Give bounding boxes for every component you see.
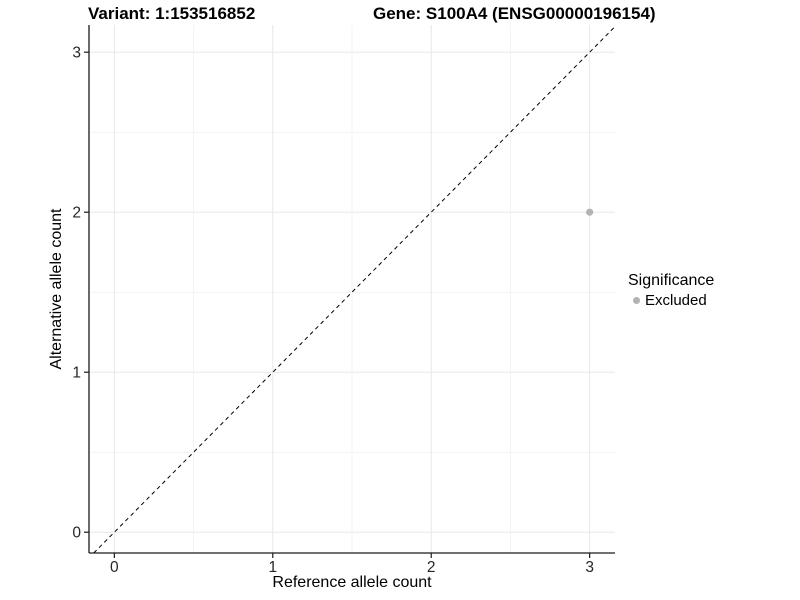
y-tick-label: 1 [72,365,81,382]
x-tick-label: 3 [585,559,594,576]
gene-title: Gene: S100A4 (ENSG00000196154) [373,4,656,23]
legend: Significance Excluded [628,271,714,309]
x-axis-title: Reference allele count [272,574,432,591]
data-point [586,208,594,216]
y-axis-title: Alternative allele count [48,208,65,370]
y-tick-label: 2 [72,205,81,222]
x-tick-label: 2 [427,559,436,576]
legend-item-excluded: Excluded [628,292,714,309]
y-tick-label: 0 [72,525,81,542]
x-tick-label: 0 [110,559,119,576]
x-tick-label: 1 [268,559,277,576]
legend-title: Significance [628,272,715,289]
variant-title: Variant: 1:153516852 [88,4,256,23]
excluded-point-icon [633,297,640,304]
identity-dashed-line [93,26,616,554]
y-tick-label: 3 [72,45,81,62]
legend-item-label: Excluded [645,292,707,309]
